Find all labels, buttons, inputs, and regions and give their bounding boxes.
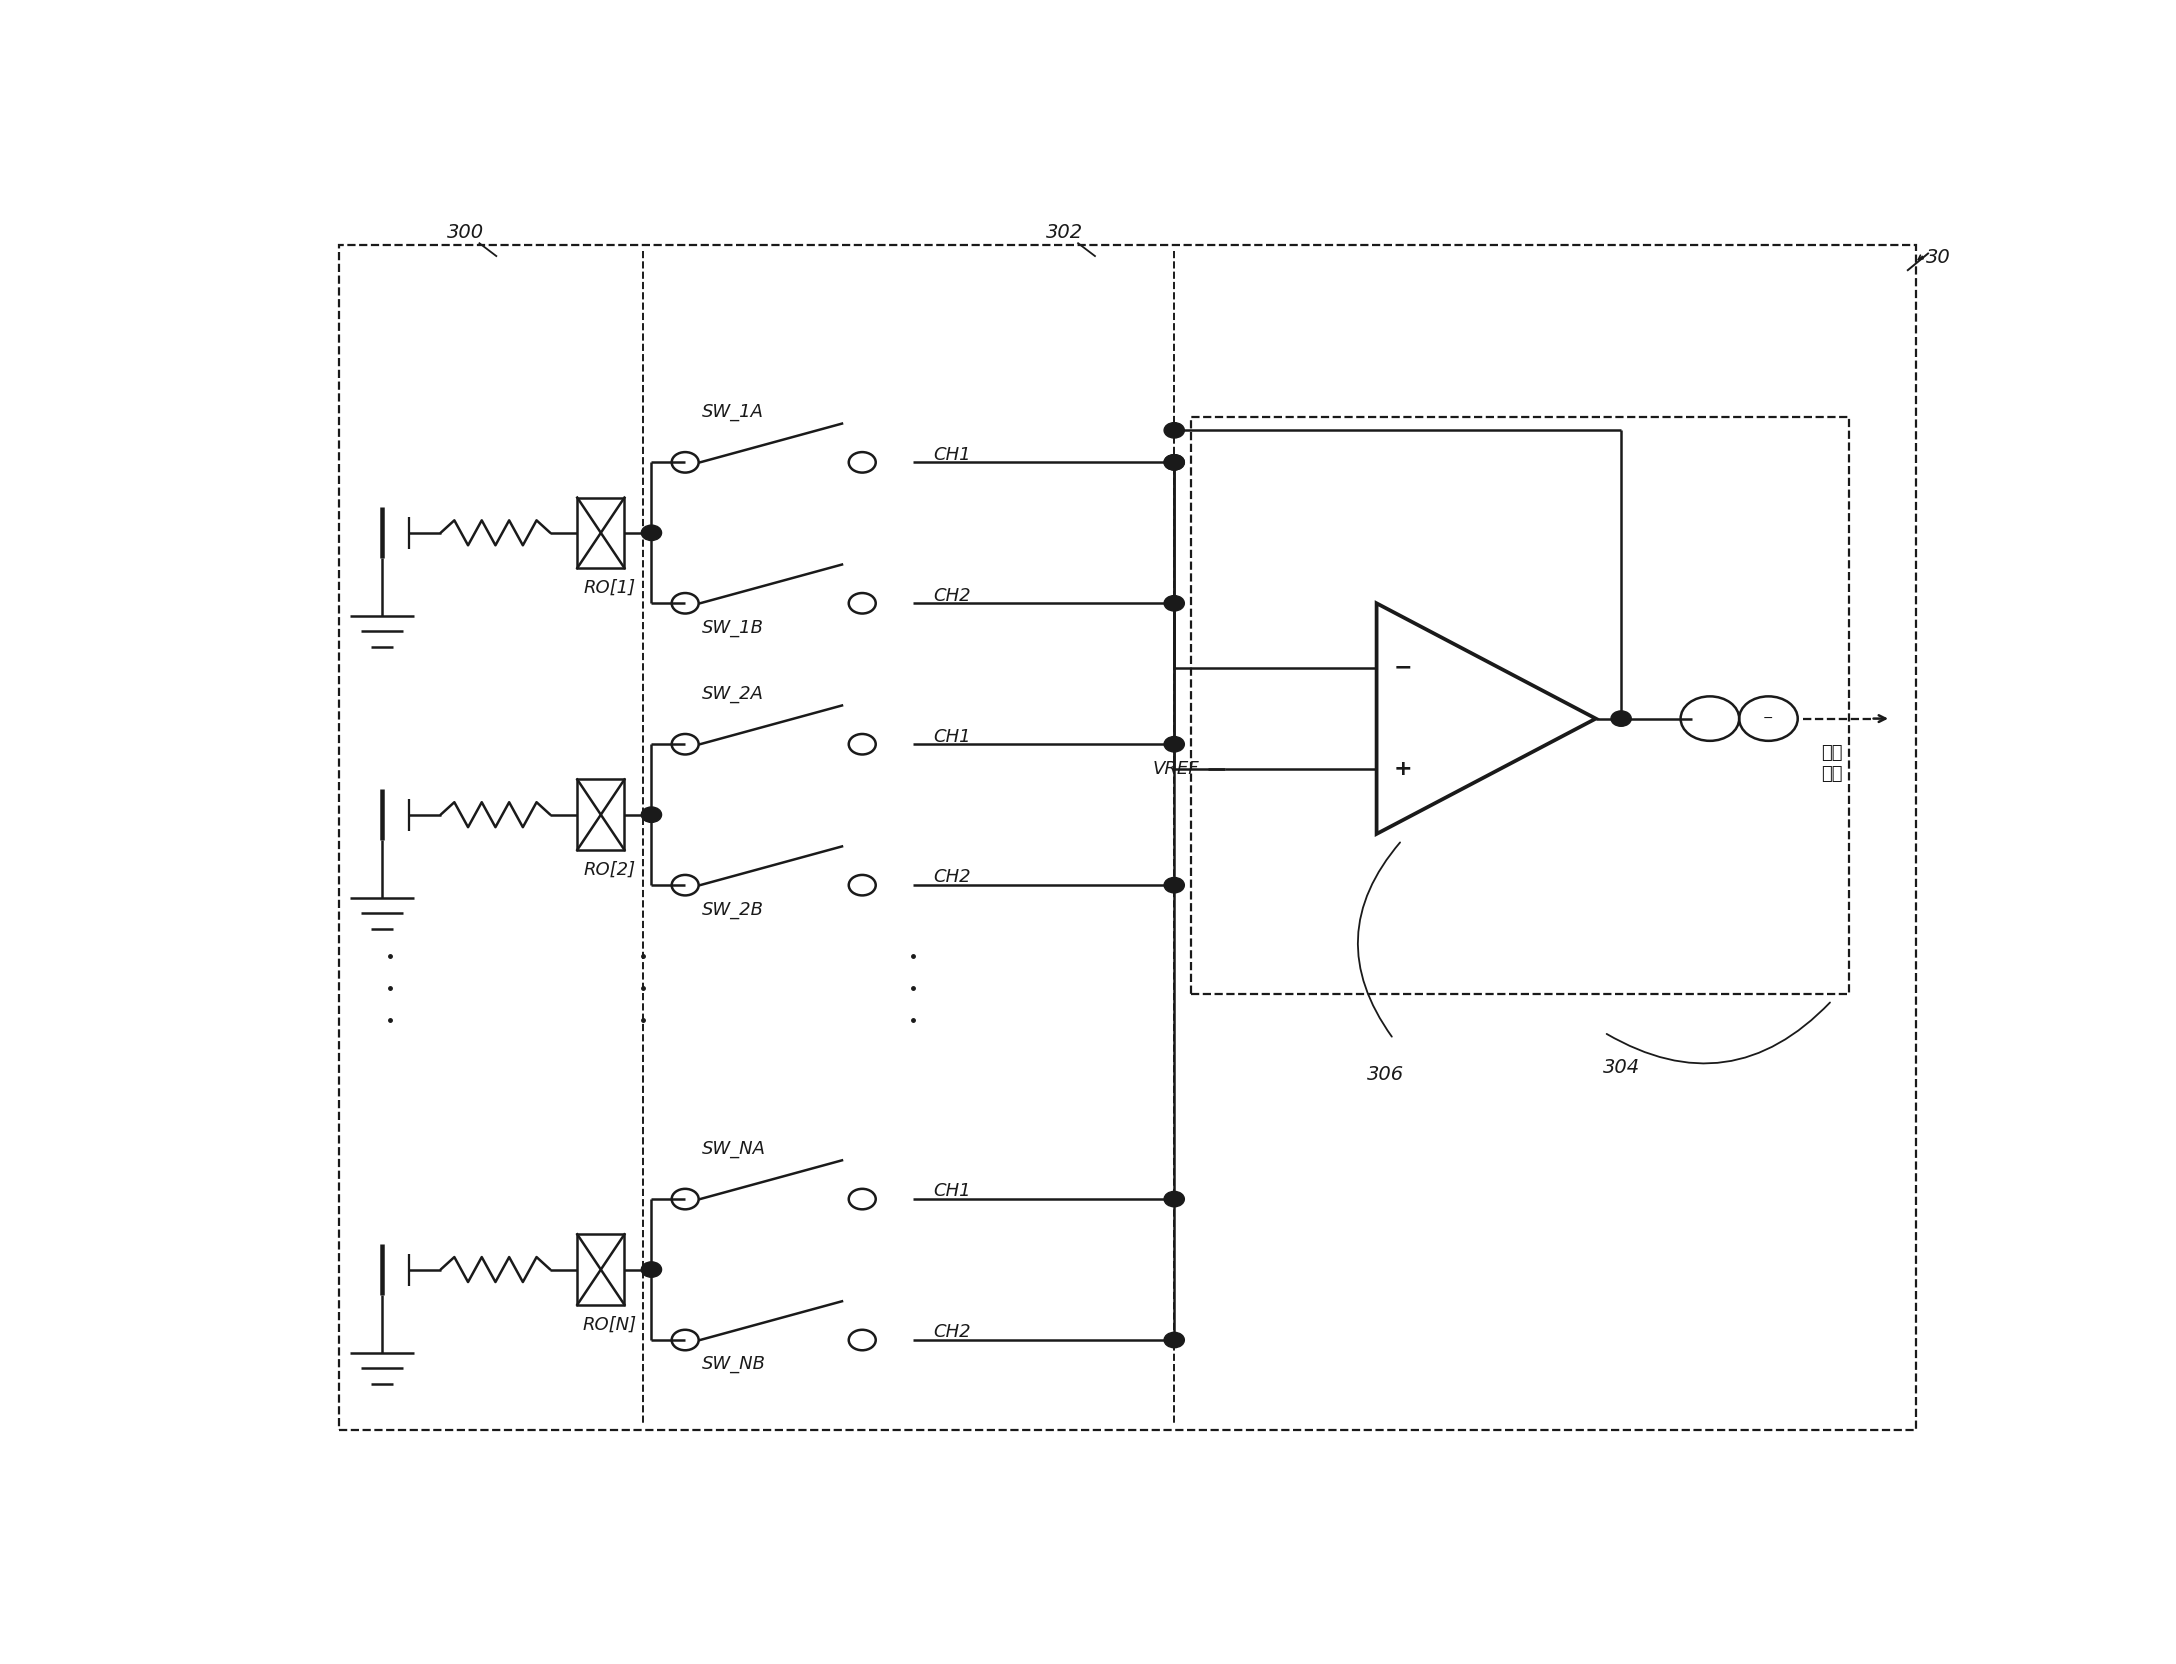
Circle shape [1610, 711, 1632, 726]
Text: CH2: CH2 [934, 1323, 970, 1341]
Text: CH1: CH1 [934, 446, 970, 464]
Text: 30: 30 [1926, 248, 1950, 266]
Text: RO[1]: RO[1] [583, 579, 635, 597]
Circle shape [1164, 1191, 1184, 1206]
Text: 模拟
前端: 模拟 前端 [1821, 744, 1843, 782]
Bar [1190, 418, 1850, 993]
Bar [577, 779, 625, 850]
Circle shape [642, 1261, 662, 1278]
Text: VREF: VREF [1153, 760, 1199, 779]
Text: SW_2A: SW_2A [703, 686, 764, 704]
Text: −: − [1763, 712, 1773, 726]
Circle shape [1164, 596, 1184, 611]
Circle shape [1164, 737, 1184, 752]
Text: 300: 300 [448, 223, 485, 243]
Text: SW_NA: SW_NA [703, 1140, 766, 1158]
Circle shape [642, 526, 662, 541]
Circle shape [1164, 454, 1184, 469]
Circle shape [1164, 454, 1184, 469]
Text: 306: 306 [1367, 1065, 1404, 1083]
Text: RO[N]: RO[N] [583, 1316, 635, 1333]
Text: CH1: CH1 [934, 727, 970, 745]
Bar [577, 1235, 625, 1305]
Text: SW_1B: SW_1B [703, 619, 764, 637]
Circle shape [642, 807, 662, 822]
Circle shape [1164, 423, 1184, 438]
Circle shape [1164, 1333, 1184, 1348]
Text: SW_NB: SW_NB [703, 1356, 766, 1373]
Text: +: + [1393, 759, 1412, 779]
Text: SW_1A: SW_1A [703, 403, 764, 421]
Text: 302: 302 [1047, 223, 1084, 243]
Text: CH1: CH1 [934, 1183, 970, 1200]
Text: CH2: CH2 [934, 587, 970, 604]
Text: RO[2]: RO[2] [583, 860, 635, 879]
Text: CH2: CH2 [934, 869, 970, 887]
Text: −: − [1393, 657, 1412, 677]
Circle shape [1164, 877, 1184, 894]
Text: 304: 304 [1602, 1058, 1641, 1077]
Text: SW_2B: SW_2B [703, 900, 764, 919]
Bar [577, 498, 625, 567]
